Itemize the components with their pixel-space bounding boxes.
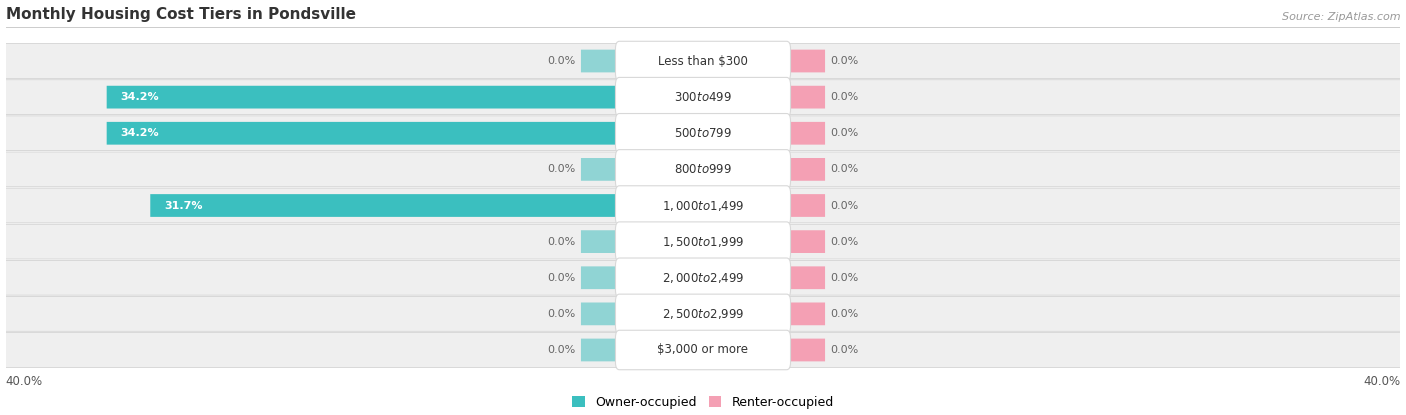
Text: 31.7%: 31.7% [165, 200, 202, 210]
FancyBboxPatch shape [787, 194, 825, 217]
Text: 0.0%: 0.0% [547, 345, 575, 355]
FancyBboxPatch shape [787, 339, 825, 361]
FancyBboxPatch shape [581, 50, 619, 72]
Text: Monthly Housing Cost Tiers in Pondsville: Monthly Housing Cost Tiers in Pondsville [6, 7, 356, 22]
Text: 0.0%: 0.0% [831, 200, 859, 210]
FancyBboxPatch shape [6, 188, 1400, 223]
Text: 0.0%: 0.0% [831, 345, 859, 355]
FancyBboxPatch shape [581, 158, 619, 181]
FancyBboxPatch shape [6, 152, 1400, 187]
Legend: Owner-occupied, Renter-occupied: Owner-occupied, Renter-occupied [568, 391, 838, 414]
Text: 34.2%: 34.2% [121, 92, 159, 102]
Text: Source: ZipAtlas.com: Source: ZipAtlas.com [1282, 12, 1400, 22]
FancyBboxPatch shape [616, 78, 790, 117]
Text: 0.0%: 0.0% [831, 92, 859, 102]
FancyBboxPatch shape [616, 294, 790, 334]
Text: 0.0%: 0.0% [831, 237, 859, 247]
Text: 0.0%: 0.0% [547, 309, 575, 319]
FancyBboxPatch shape [787, 158, 825, 181]
FancyBboxPatch shape [787, 86, 825, 108]
FancyBboxPatch shape [581, 303, 619, 325]
FancyBboxPatch shape [787, 50, 825, 72]
FancyBboxPatch shape [616, 186, 790, 225]
Text: 0.0%: 0.0% [831, 56, 859, 66]
Text: $800 to $999: $800 to $999 [673, 163, 733, 176]
FancyBboxPatch shape [616, 41, 790, 81]
Text: 0.0%: 0.0% [547, 273, 575, 283]
Text: $3,000 or more: $3,000 or more [658, 344, 748, 356]
Text: 0.0%: 0.0% [831, 164, 859, 174]
FancyBboxPatch shape [616, 330, 790, 370]
Text: 40.0%: 40.0% [6, 375, 42, 388]
Text: 0.0%: 0.0% [831, 309, 859, 319]
Text: 40.0%: 40.0% [1364, 375, 1400, 388]
Text: 0.0%: 0.0% [547, 164, 575, 174]
Text: 0.0%: 0.0% [547, 237, 575, 247]
Text: Less than $300: Less than $300 [658, 54, 748, 68]
Text: $1,000 to $1,499: $1,000 to $1,499 [662, 198, 744, 212]
Text: 34.2%: 34.2% [121, 128, 159, 138]
Text: $300 to $499: $300 to $499 [673, 90, 733, 104]
Text: $500 to $799: $500 to $799 [673, 127, 733, 140]
FancyBboxPatch shape [6, 44, 1400, 78]
FancyBboxPatch shape [107, 122, 703, 145]
FancyBboxPatch shape [107, 86, 703, 108]
FancyBboxPatch shape [616, 222, 790, 261]
Text: 0.0%: 0.0% [831, 128, 859, 138]
FancyBboxPatch shape [6, 224, 1400, 259]
Text: $2,000 to $2,499: $2,000 to $2,499 [662, 271, 744, 285]
FancyBboxPatch shape [6, 260, 1400, 295]
FancyBboxPatch shape [616, 150, 790, 189]
FancyBboxPatch shape [787, 122, 825, 145]
Text: 0.0%: 0.0% [831, 273, 859, 283]
FancyBboxPatch shape [787, 230, 825, 253]
FancyBboxPatch shape [6, 296, 1400, 331]
Text: 0.0%: 0.0% [547, 56, 575, 66]
Text: $2,500 to $2,999: $2,500 to $2,999 [662, 307, 744, 321]
FancyBboxPatch shape [581, 339, 619, 361]
Text: $1,500 to $1,999: $1,500 to $1,999 [662, 234, 744, 249]
FancyBboxPatch shape [787, 303, 825, 325]
FancyBboxPatch shape [787, 266, 825, 289]
FancyBboxPatch shape [150, 194, 703, 217]
FancyBboxPatch shape [6, 116, 1400, 151]
FancyBboxPatch shape [6, 332, 1400, 367]
FancyBboxPatch shape [581, 266, 619, 289]
FancyBboxPatch shape [6, 80, 1400, 115]
FancyBboxPatch shape [616, 258, 790, 298]
FancyBboxPatch shape [616, 114, 790, 153]
FancyBboxPatch shape [581, 230, 619, 253]
